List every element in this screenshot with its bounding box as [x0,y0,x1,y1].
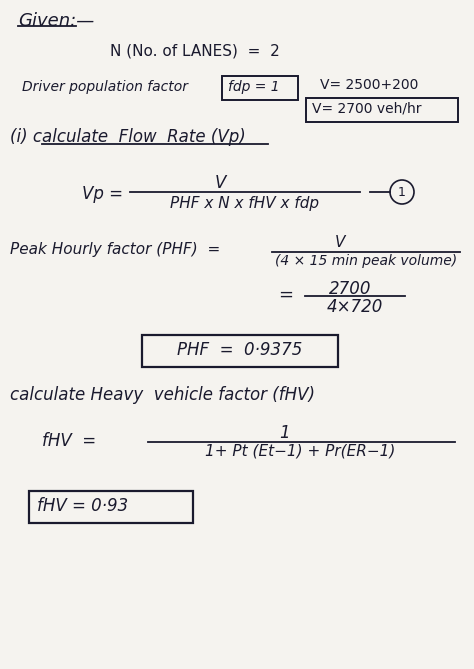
Text: V: V [335,235,345,250]
Text: V= 2700 veh/hr: V= 2700 veh/hr [312,102,421,116]
Text: calculate Heavy  vehicle factor (fHV): calculate Heavy vehicle factor (fHV) [10,386,315,404]
Text: 1: 1 [398,185,406,199]
Text: PHF x N x fHV x fdp: PHF x N x fHV x fdp [171,196,319,211]
FancyBboxPatch shape [142,335,338,367]
Text: 4×720: 4×720 [327,298,383,316]
Text: V= 2500+200: V= 2500+200 [320,78,419,92]
Text: Given:—: Given:— [18,12,94,30]
Text: (i) calculate  Flow  Rate (Vp): (i) calculate Flow Rate (Vp) [10,128,246,146]
Text: 2700: 2700 [329,280,371,298]
Text: N (No. of LANES)  =  2: N (No. of LANES) = 2 [110,44,280,59]
Text: V: V [214,174,226,192]
FancyBboxPatch shape [222,76,298,100]
Text: 1: 1 [280,424,290,442]
Text: fHV  =: fHV = [42,432,96,450]
Text: Peak Hourly factor (PHF)  =: Peak Hourly factor (PHF) = [10,242,220,257]
Text: PHF  =  0·9375: PHF = 0·9375 [177,341,303,359]
FancyBboxPatch shape [306,98,458,122]
Text: 1+ Pt (Et−1) + Pr(ER−1): 1+ Pt (Et−1) + Pr(ER−1) [205,444,395,459]
Text: Driver population factor: Driver population factor [22,80,188,94]
FancyBboxPatch shape [29,491,193,523]
Text: =: = [278,286,293,304]
Text: fHV = 0·93: fHV = 0·93 [37,497,128,515]
Text: Vp =: Vp = [82,185,123,203]
Text: (4 × 15 min peak volume): (4 × 15 min peak volume) [275,254,457,268]
Text: fdp = 1: fdp = 1 [228,80,280,94]
